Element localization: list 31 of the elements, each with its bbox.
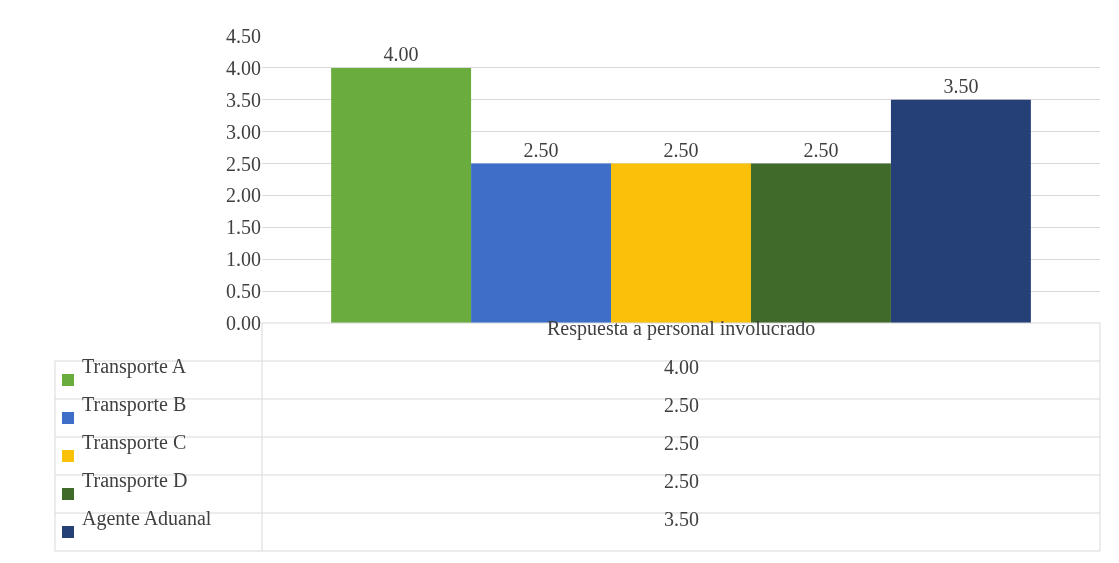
x-tick-label: Respuesta a personal involucrado [547,317,816,340]
data-label: 3.50 [943,74,979,97]
data-label: 2.50 [663,138,699,161]
legend-label: Transporte A [82,355,187,378]
legend-label: Agente Aduanal [82,507,212,530]
bar [471,163,612,323]
text: 3.50 [664,508,699,530]
y-tick-label: 4.00 [226,56,261,79]
bar [890,99,1031,323]
y-tick-label: 0.00 [226,312,261,334]
y-tick-label: 3.00 [226,120,261,143]
y-tick-label: 1.00 [226,248,261,271]
text: 2.50 [664,432,699,454]
text: 2.50 [664,470,699,492]
y-tick-label: 0.50 [226,280,261,303]
bar [611,163,751,323]
legend-label: Transporte D [82,469,188,492]
y-tick-label: 4.50 [226,25,261,47]
legend-label: Transporte C [82,431,187,454]
data-label: 4.00 [383,42,419,65]
y-tick-label: 2.50 [226,152,261,175]
y-tick-label: 1.50 [226,216,261,239]
bar [750,163,891,323]
y-tick-label: 2.00 [226,184,261,207]
data-label: 2.50 [803,138,839,161]
y-tick-label: 3.50 [226,88,261,111]
data-label: 2.50 [523,138,559,161]
text: 4.00 [664,356,699,378]
bar [331,67,472,323]
legend-label: Transporte B [82,393,187,416]
text: 2.50 [664,394,699,416]
